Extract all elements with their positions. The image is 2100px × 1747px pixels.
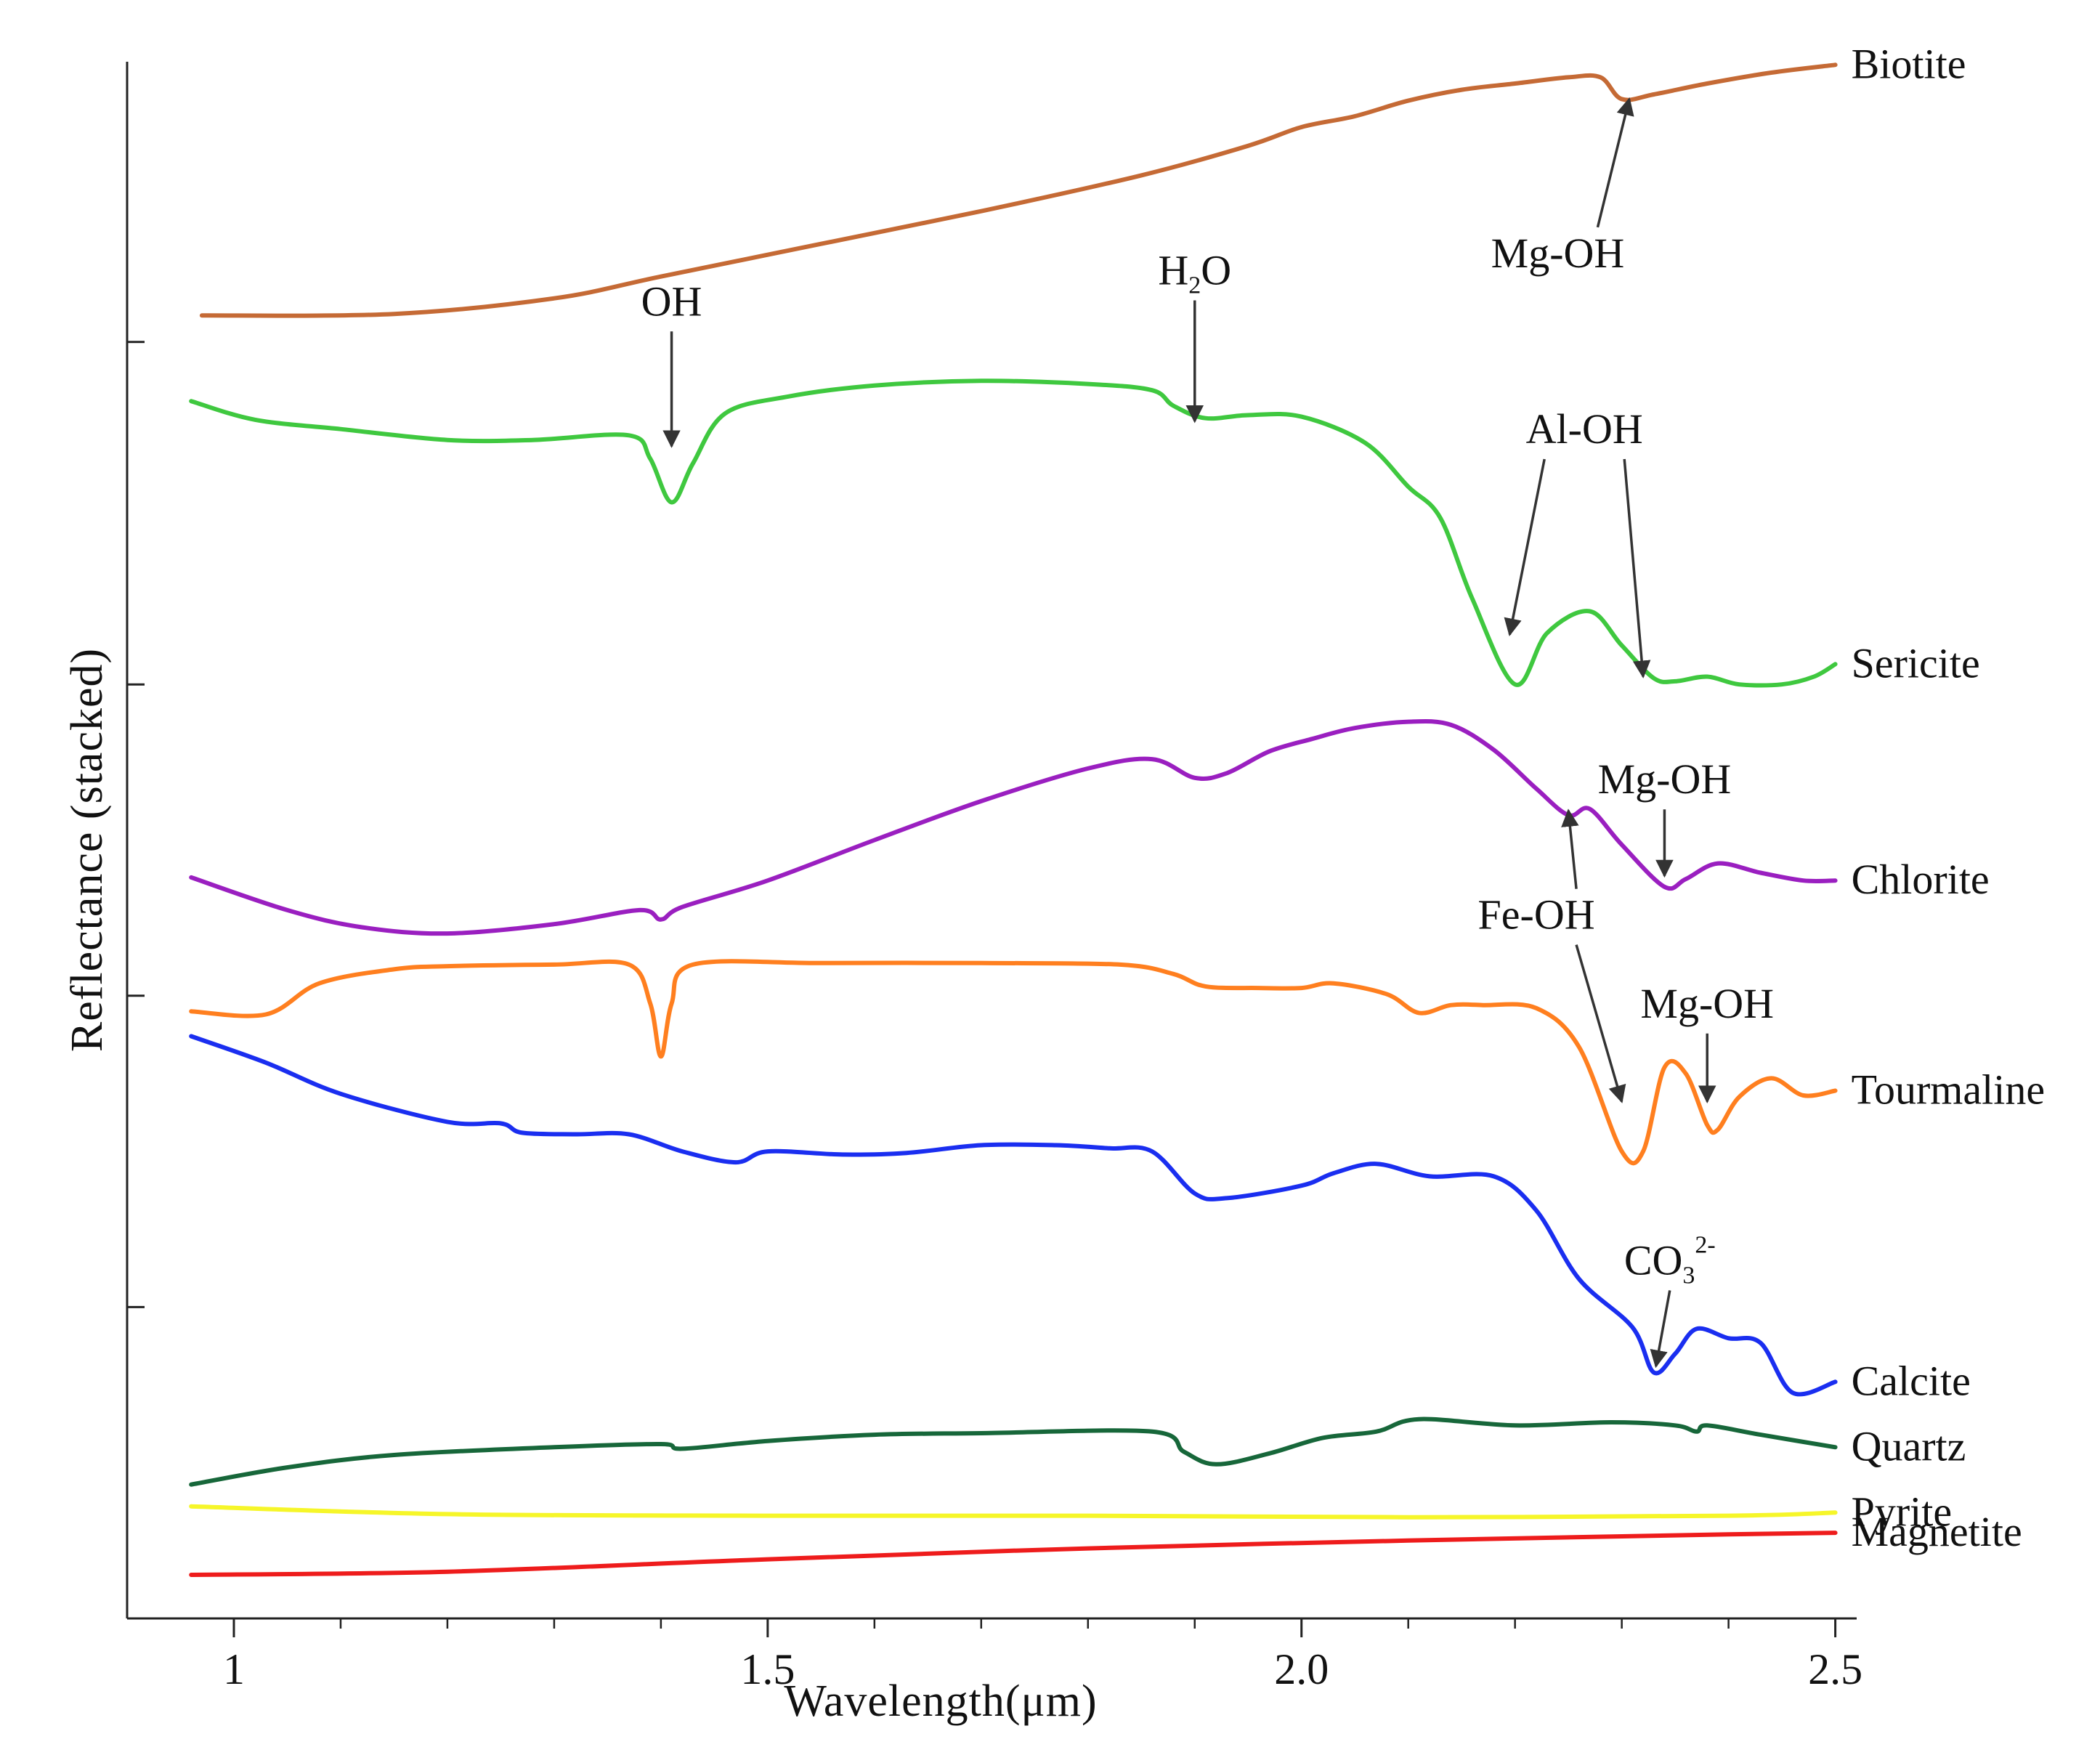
annotation-label: CO32- <box>1624 1231 1716 1289</box>
annotation-label: Fe-OH <box>1478 891 1595 939</box>
series-label-chlorite: Chlorite <box>1852 856 1990 903</box>
x-tick-label: 2.0 <box>1274 1645 1329 1693</box>
x-tick-label: 2.5 <box>1808 1645 1862 1693</box>
annotation-arrow <box>1623 458 1651 678</box>
series-line-magnetite <box>189 1531 1838 1577</box>
annotation-arrow <box>1561 808 1579 889</box>
axes <box>126 62 1857 1620</box>
annotation-label: Mg-OH <box>1640 980 1774 1027</box>
series-line-chlorite <box>189 718 1838 936</box>
x-tick-label: 1.5 <box>740 1645 795 1693</box>
annotation-arrow <box>1596 97 1634 228</box>
annotation-arrow <box>1575 944 1626 1103</box>
series-line-quartz <box>189 1416 1838 1487</box>
x-axis-title: Wavelength(μm) <box>784 1677 1097 1726</box>
x-tick-label: 1 <box>223 1645 245 1693</box>
series-label-calcite: Calcite <box>1852 1357 1971 1404</box>
annotation-layer: Mg-OH OH H2O Al-OH Mg-OH Fe-OH Mg-OH CO32- <box>641 97 1774 1369</box>
series-label-sericite: Sericite <box>1852 639 1980 686</box>
annotation-label: Al-OH <box>1526 405 1643 453</box>
annotation-arrow <box>1504 458 1546 637</box>
series-label-quartz: Quartz <box>1852 1422 1966 1470</box>
annotation-label: H2O <box>1158 246 1231 299</box>
x-ticks: 1 1.5 2.0 2.5 <box>223 1618 1862 1693</box>
series-label-tourmaline: Tourmaline <box>1852 1066 2046 1114</box>
series-line-pyrite <box>189 1504 1838 1520</box>
series-layer: Biotite Sericite Chlorite Tourmaline Calcite… <box>189 40 2046 1577</box>
y-axis-title: Reflectance (stacked) <box>62 648 112 1052</box>
annotation-arrow <box>1650 1290 1671 1369</box>
series-label-magnetite: Magnetite <box>1852 1508 2022 1555</box>
annotation-label: OH <box>641 277 702 325</box>
series-line-biotite <box>199 62 1838 318</box>
annotation-label: Mg-OH <box>1491 230 1625 277</box>
series-line-calcite <box>189 1034 1838 1397</box>
series-line-tourmaline <box>189 959 1838 1166</box>
series-label-biotite: Biotite <box>1852 40 1966 87</box>
series-label-pyrite: Pyrite <box>1852 1488 1953 1535</box>
y-ticks <box>127 341 145 1308</box>
annotation-label: Mg-OH <box>1598 755 1732 803</box>
